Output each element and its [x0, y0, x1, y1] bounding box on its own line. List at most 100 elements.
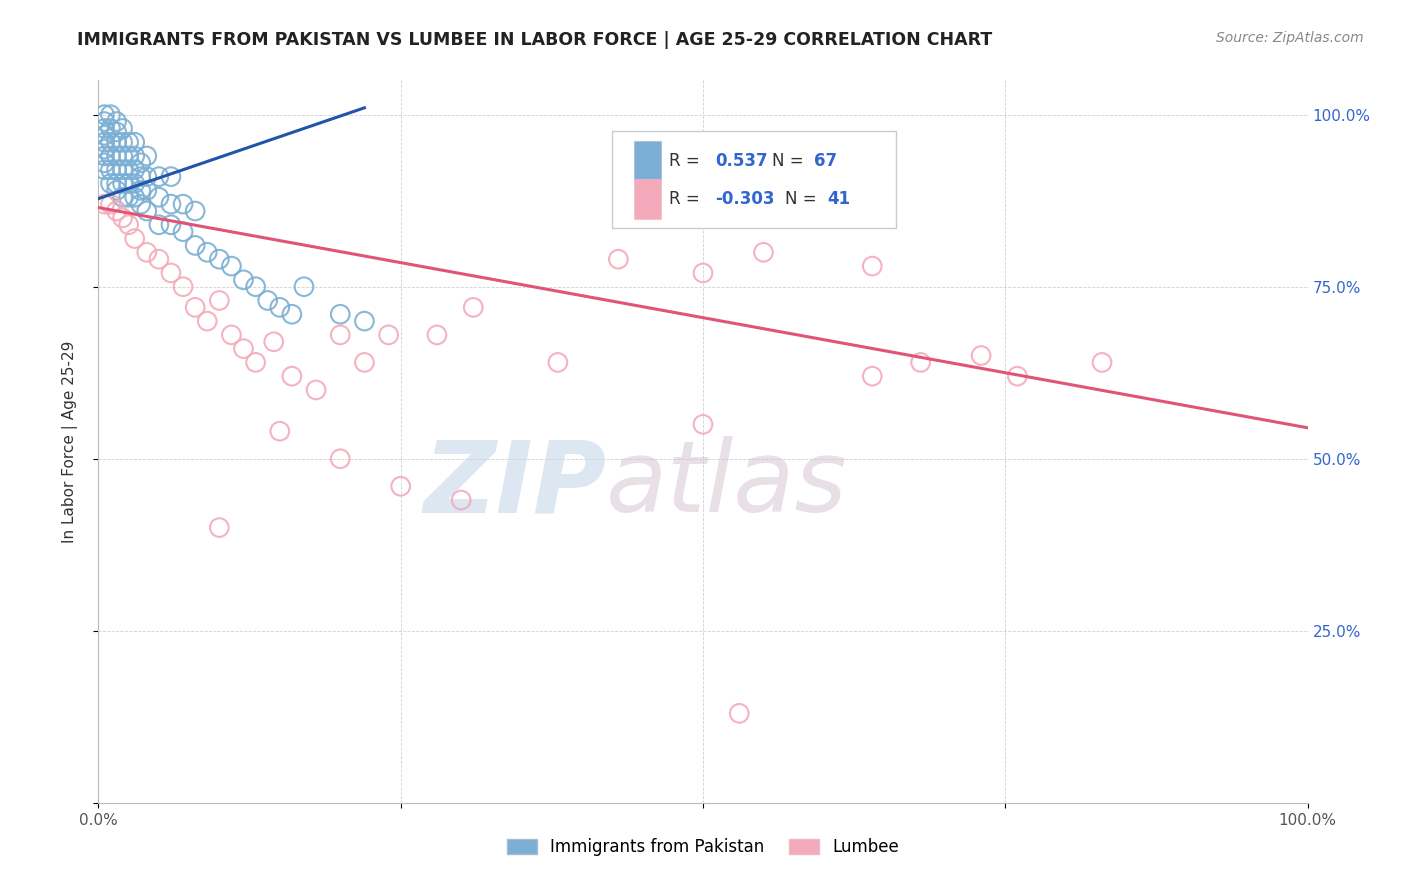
Point [281, 307, 304, 321]
Point [124, 177, 146, 191]
Bar [634, 142, 661, 181]
Text: R =: R = [669, 153, 706, 170]
Point [105, 125, 128, 139]
Point [195, 314, 218, 328]
Point [860, 369, 883, 384]
Point [100, 177, 122, 191]
Point [93, 128, 115, 143]
Text: N =: N = [785, 190, 823, 208]
Point [692, 266, 714, 280]
Point [105, 183, 128, 197]
Point [100, 135, 122, 149]
Text: atlas: atlas [606, 436, 848, 533]
Point [221, 259, 243, 273]
Point [377, 327, 399, 342]
Point [124, 149, 146, 163]
Point [93, 135, 115, 149]
Point [245, 355, 267, 369]
Point [105, 162, 128, 177]
Point [135, 169, 157, 184]
Point [305, 383, 328, 397]
Point [118, 177, 141, 191]
Point [1007, 369, 1029, 384]
Point [111, 121, 134, 136]
Point [281, 369, 304, 384]
Point [118, 190, 141, 204]
Point [607, 252, 630, 267]
Point [105, 135, 128, 149]
Point [118, 149, 141, 163]
Text: 0.537: 0.537 [716, 153, 768, 170]
Point [100, 149, 122, 163]
Point [208, 293, 231, 308]
Point [105, 114, 128, 128]
Point [129, 169, 152, 184]
Point [728, 706, 751, 721]
Point [426, 327, 449, 342]
Point [547, 355, 569, 369]
Point [245, 279, 267, 293]
Point [232, 342, 254, 356]
Point [692, 417, 714, 432]
Point [970, 349, 993, 363]
Point [100, 108, 122, 122]
Point [329, 307, 352, 321]
Point [129, 183, 152, 197]
Point [860, 259, 883, 273]
Point [263, 334, 285, 349]
Point [111, 190, 134, 204]
Point [105, 177, 128, 191]
Point [111, 135, 134, 149]
Point [100, 197, 122, 211]
Point [93, 162, 115, 177]
Point [135, 183, 157, 197]
Point [129, 156, 152, 170]
Point [221, 327, 243, 342]
Text: Source: ZipAtlas.com: Source: ZipAtlas.com [1216, 31, 1364, 45]
Point [160, 197, 183, 211]
Text: N =: N = [772, 153, 808, 170]
Point [148, 218, 170, 232]
Legend: Immigrants from Pakistan, Lumbee: Immigrants from Pakistan, Lumbee [501, 831, 905, 863]
Point [353, 355, 375, 369]
Point [1091, 355, 1114, 369]
Point [124, 190, 146, 204]
Point [208, 252, 231, 267]
Point [129, 197, 152, 211]
Text: R =: R = [669, 190, 706, 208]
Point [124, 231, 146, 245]
Point [184, 204, 207, 219]
Point [93, 197, 115, 211]
Point [111, 149, 134, 163]
Point [910, 355, 932, 369]
Point [93, 121, 115, 136]
Point [172, 225, 194, 239]
Point [160, 169, 183, 184]
Text: -0.303: -0.303 [716, 190, 775, 208]
Text: IMMIGRANTS FROM PAKISTAN VS LUMBEE IN LABOR FORCE | AGE 25-29 CORRELATION CHART: IMMIGRANTS FROM PAKISTAN VS LUMBEE IN LA… [77, 31, 993, 49]
Point [172, 279, 194, 293]
Point [329, 451, 352, 466]
Point [184, 238, 207, 252]
Point [135, 245, 157, 260]
FancyBboxPatch shape [613, 131, 897, 228]
Point [463, 301, 485, 315]
Point [118, 162, 141, 177]
Point [93, 156, 115, 170]
Point [111, 211, 134, 225]
Text: 41: 41 [828, 190, 851, 208]
Point [160, 266, 183, 280]
Point [292, 279, 315, 293]
Point [135, 204, 157, 219]
Point [105, 149, 128, 163]
Y-axis label: In Labor Force | Age 25-29: In Labor Force | Age 25-29 [62, 341, 77, 542]
Point [160, 218, 183, 232]
Point [118, 135, 141, 149]
Point [389, 479, 412, 493]
Point [118, 218, 141, 232]
Point [184, 301, 207, 315]
Text: ZIP: ZIP [423, 436, 606, 533]
Point [353, 314, 375, 328]
Point [329, 327, 352, 342]
Point [450, 493, 472, 508]
